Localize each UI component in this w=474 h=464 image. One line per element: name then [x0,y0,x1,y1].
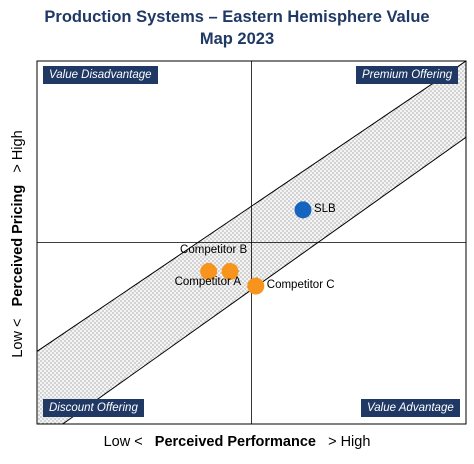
point-slb [294,201,312,219]
point-label-competitor-a: Competitor A [174,275,242,288]
value-band-lower-edge [62,136,466,424]
point-label-competitor-c: Competitor C [266,279,335,292]
quadrant-label-premium-offering: Premium Offering [356,66,459,84]
x-axis-label: Low < Perceived Performance > High [0,434,474,450]
point-label-competitor-b: Competitor B [180,243,248,256]
y-axis-high: > High [10,130,26,173]
chart-title: Production Systems – Eastern Hemisphere … [0,6,474,50]
point-competitor-b [221,263,239,281]
chart-title-line-1: Production Systems – Eastern Hemisphere … [44,8,430,26]
x-axis-high: > High [328,434,371,450]
y-axis-low: Low < [10,318,26,358]
x-axis-low: Low < [103,434,143,450]
y-axis-title: Perceived Pricing [10,184,26,307]
chart-title-line-2: Map 2023 [199,30,275,48]
point-label-slb: SLB [313,202,336,215]
x-axis-title: Perceived Performance [154,434,316,450]
quadrant-label-value-advantage: Value Advantage [361,399,460,417]
point-competitor-a [200,263,218,281]
quadrant-label-value-disadvantage: Value Disadvantage [43,66,158,84]
quadrant-label-discount-offering: Discount Offering [43,399,144,417]
y-axis-label: Low < Perceived Pricing > High [10,130,26,357]
point-competitor-c [247,277,265,295]
